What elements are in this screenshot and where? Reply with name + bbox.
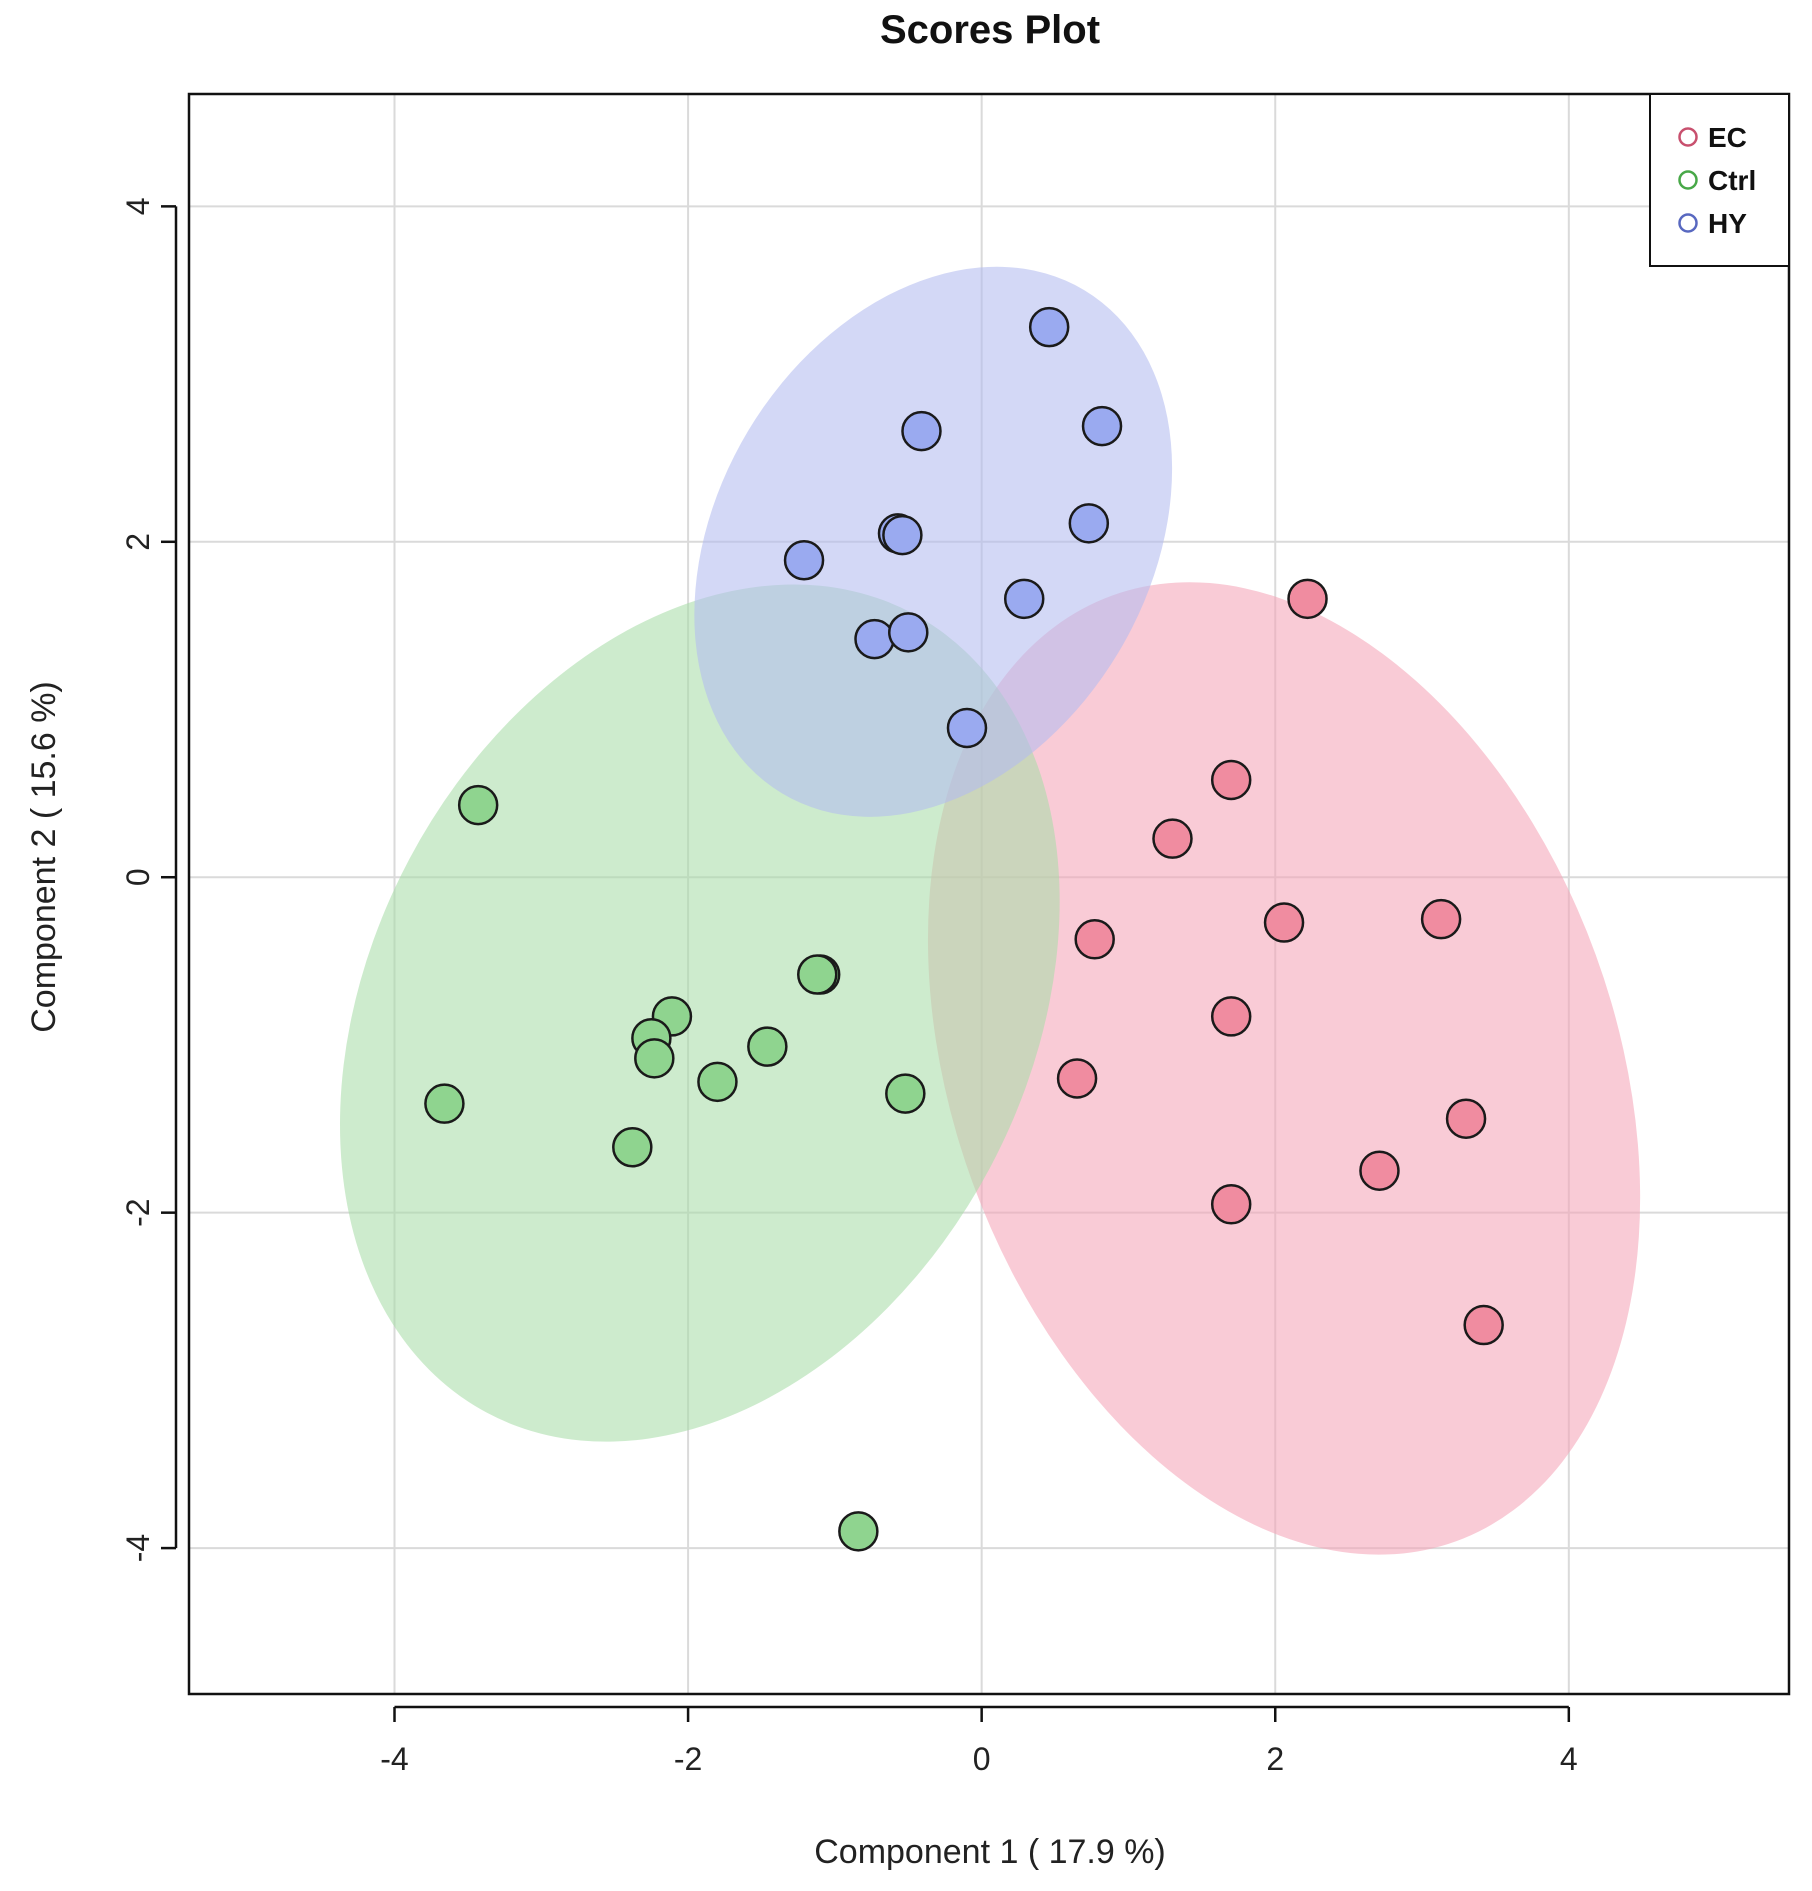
point-hy	[901, 410, 942, 452]
point-hy	[1003, 578, 1045, 620]
point-ec	[1359, 1150, 1400, 1191]
point-hy	[946, 707, 988, 749]
y-tick-label: 2	[120, 533, 156, 551]
legend-marker-ec	[1678, 127, 1698, 147]
legend: EC Ctrl HY	[1649, 93, 1790, 267]
y-tick-label: 0	[120, 868, 156, 886]
chart-title: Scores Plot	[880, 8, 1100, 52]
point-ctrl	[457, 784, 499, 826]
confidence-ellipses	[339, 266, 1641, 1555]
point-ctrl	[697, 1061, 738, 1103]
point-ec	[1210, 759, 1252, 801]
point-ec	[1210, 996, 1252, 1037]
x-axis-label: Component 1 ( 17.9 %)	[814, 1833, 1166, 1871]
point-ec	[1056, 1058, 1098, 1099]
y-tick-label: -2	[120, 1198, 156, 1226]
x-tick-label: 0	[973, 1741, 991, 1777]
point-ctrl	[747, 1026, 788, 1067]
legend-marker-ctrl	[1678, 170, 1698, 190]
point-ec	[1074, 919, 1115, 960]
legend-box	[1649, 93, 1790, 267]
score-points	[424, 306, 1504, 1552]
point-ctrl	[885, 1073, 926, 1114]
point-hy	[1028, 306, 1070, 348]
point-ctrl	[424, 1083, 465, 1124]
point-ctrl	[797, 954, 838, 995]
plot-frame	[187, 92, 1791, 1696]
legend-label-ec: EC	[1708, 122, 1747, 153]
y-tick-label: -4	[120, 1534, 156, 1562]
ellipse-ec	[927, 582, 1641, 1555]
x-tick-label: 4	[1560, 1741, 1578, 1777]
y-axis: -4 -2 0 2 4	[120, 197, 178, 1562]
point-ctrl	[634, 1038, 675, 1079]
point-ec	[1463, 1304, 1504, 1346]
point-hy	[783, 539, 825, 581]
point-hy	[1081, 405, 1123, 447]
point-ec	[1152, 818, 1193, 859]
point-ctrl	[838, 1511, 879, 1552]
legend-marker-hy	[1678, 213, 1698, 233]
ellipse-hy	[694, 266, 1173, 817]
point-hy	[1068, 503, 1110, 544]
legend-label-hy: HY	[1708, 208, 1747, 239]
x-tick-label: -2	[674, 1741, 702, 1777]
point-ctrl	[612, 1126, 653, 1168]
point-ec	[1445, 1098, 1487, 1139]
x-axis: -4 -2 0 2 4	[380, 1705, 1578, 1777]
point-ec	[1263, 902, 1305, 943]
x-tick-label: -4	[380, 1741, 408, 1777]
point-ec	[1287, 578, 1328, 620]
x-tick-label: 2	[1266, 1741, 1284, 1777]
point-ec	[1420, 898, 1462, 940]
point-hy	[888, 612, 929, 653]
y-tick-label: 4	[120, 197, 156, 215]
point-hy	[854, 618, 895, 660]
point-ec	[1210, 1184, 1252, 1225]
y-axis-label: Component 2 ( 15.6 %)	[25, 681, 63, 1033]
point-hy	[882, 514, 923, 556]
legend-label-ctrl: Ctrl	[1708, 165, 1756, 196]
